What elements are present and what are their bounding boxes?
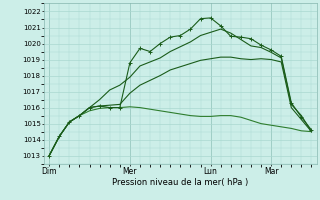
X-axis label: Pression niveau de la mer( hPa ): Pression niveau de la mer( hPa )	[112, 178, 248, 187]
